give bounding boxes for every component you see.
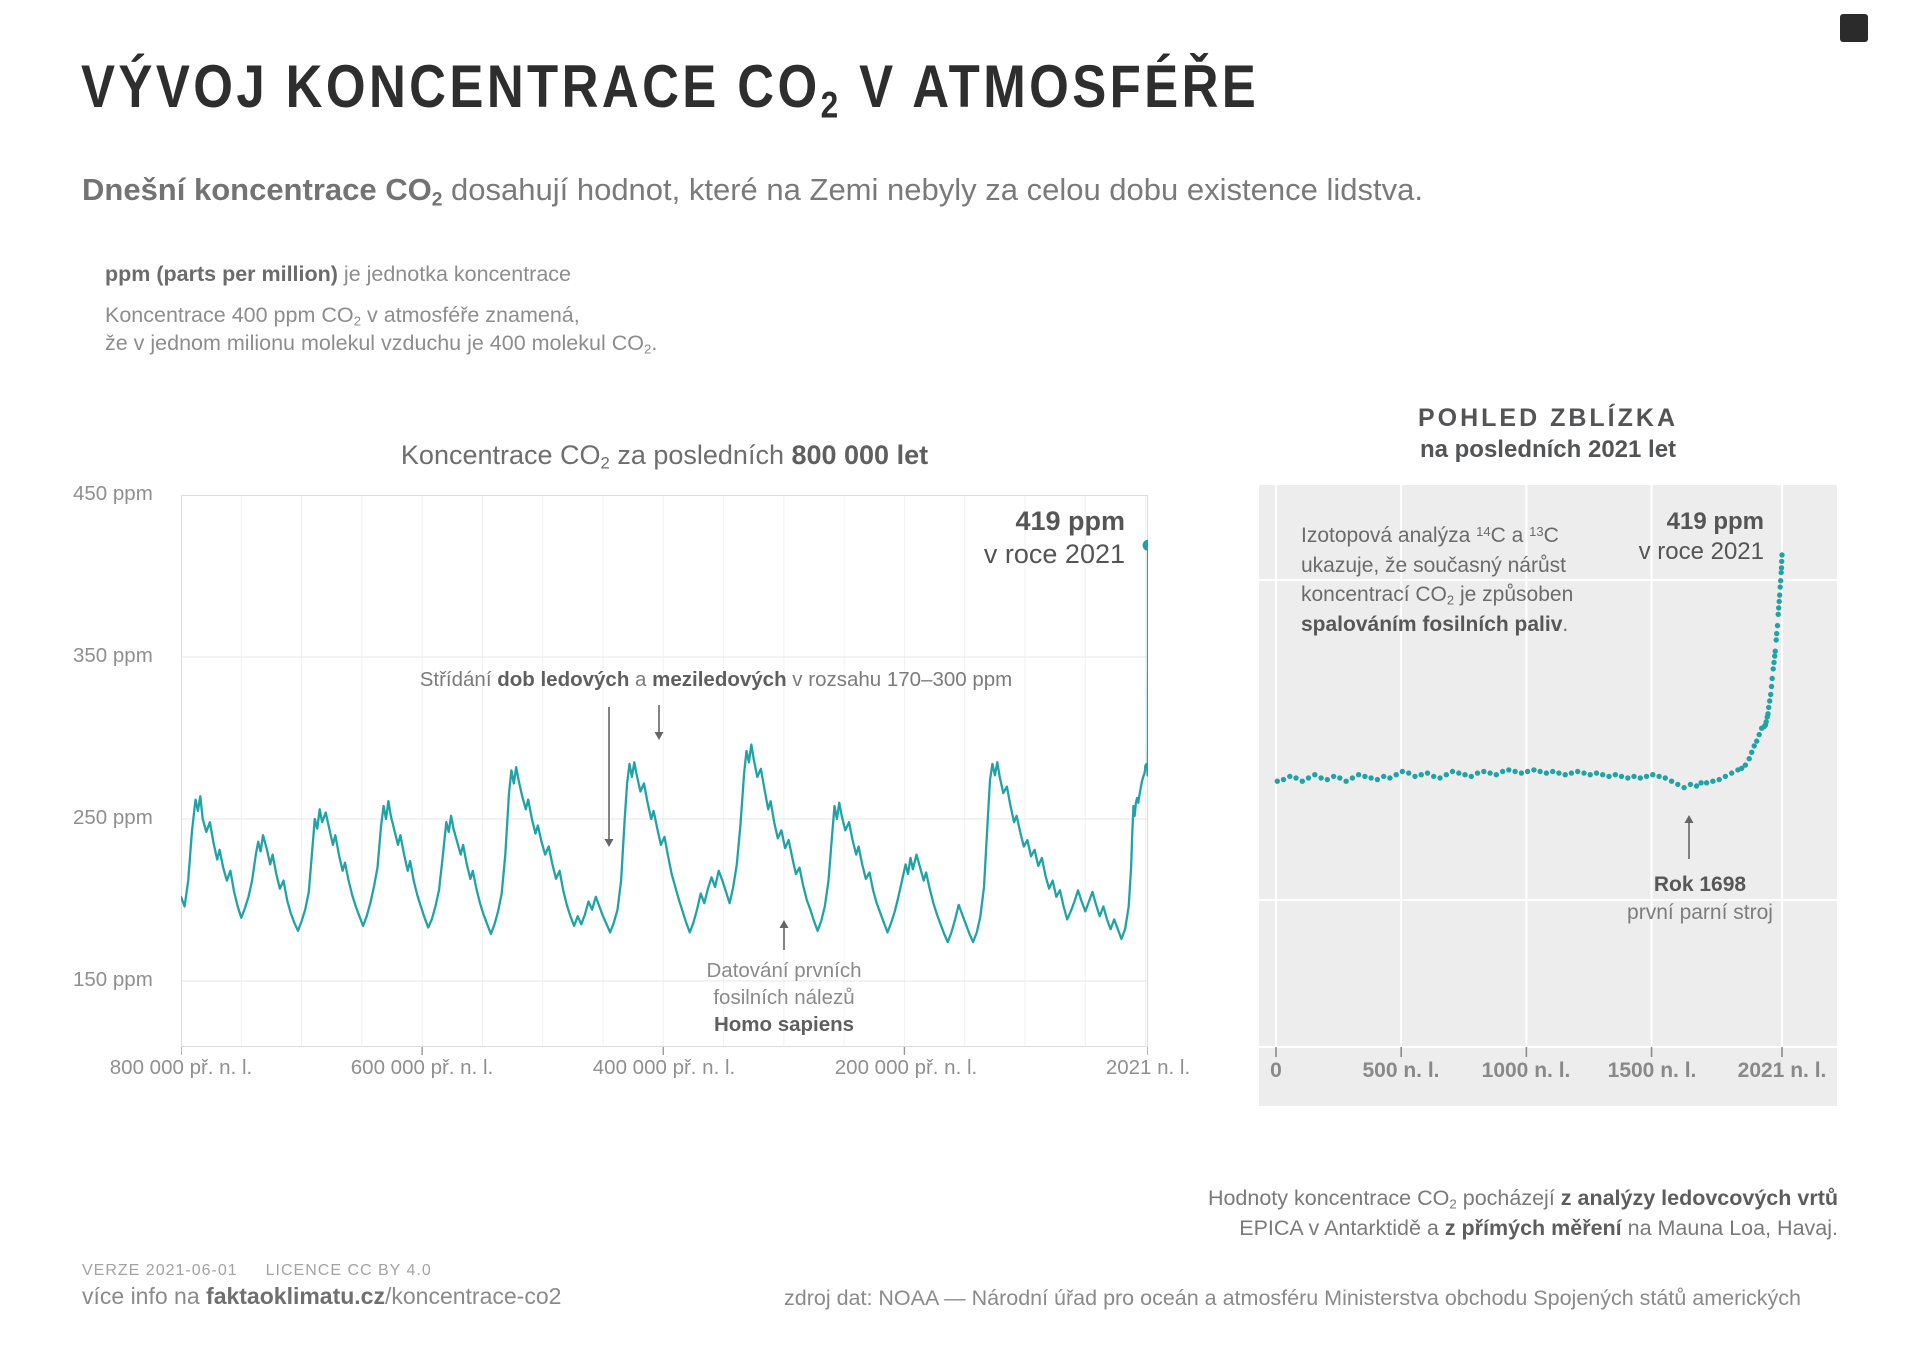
zoom-x-tick-500: 500 n. l.	[1362, 1059, 1440, 1082]
main-co2-line-chart	[181, 495, 1148, 1055]
main-peak-label: 419 ppm v roce 2021	[885, 505, 1125, 571]
zoom-x-tick-0: 0	[1270, 1059, 1282, 1082]
ppm-note-line2: že v jednom milionu molekul vzduchu je 4…	[105, 331, 658, 357]
y-axis-tick-350: 350 ppm	[73, 644, 153, 667]
y-axis-tick-450: 450 ppm	[73, 482, 153, 505]
zoom-peak-label: 419 ppm v roce 2021	[1638, 508, 1764, 565]
ppm-note-line1: Koncentrace 400 ppm CO2 v atmosféře znam…	[105, 303, 580, 329]
title-text-post: V ATMOSFÉŘE	[841, 53, 1260, 120]
more-info-link: více info na faktaoklimatu.cz/koncentrac…	[82, 1283, 562, 1309]
license-label: LICENCE CC BY 4.0	[265, 1262, 432, 1279]
logo-mark	[1840, 14, 1868, 42]
y-axis-tick-150: 150 ppm	[73, 968, 153, 991]
x-axis-tick-800k: 800 000 př. n. l.	[109, 1056, 253, 1079]
ppm-definition: ppm (parts per million) je jednotka konc…	[105, 262, 572, 286]
peak-value: 419 ppm	[1015, 506, 1125, 536]
subtitle: Dnešní koncentrace CO2 dosahují hodnot, …	[82, 172, 1423, 211]
page-title: VÝVOJ KONCENTRACE CO2 V ATMOSFÉŘE	[81, 52, 1260, 123]
title-subscript: 2	[820, 83, 842, 126]
zoom-x-tick-2021: 2021 n. l.	[1737, 1059, 1827, 1082]
x-axis-tick-400k: 400 000 př. n. l.	[592, 1056, 736, 1079]
peak-year: v roce 2021	[983, 539, 1125, 569]
zoom-x-tick-1000: 1000 n. l.	[1481, 1059, 1571, 1082]
homo-sapiens-annotation: Datování prvních fosilních nálezů Homo s…	[706, 959, 862, 1036]
x-axis-tick-200k: 200 000 př. n. l.	[834, 1056, 978, 1079]
x-axis-tick-600k: 600 000 př. n. l.	[350, 1056, 494, 1079]
title-text: VÝVOJ KONCENTRACE CO	[81, 53, 821, 120]
zoom-co2-scatter-chart	[1259, 485, 1837, 1057]
y-axis-tick-250: 250 ppm	[73, 806, 153, 829]
version-license: VERZE 2021-06-01 LICENCE CC BY 4.0	[82, 1262, 460, 1280]
main-chart-title: Koncentrace CO2 za posledních 800 000 le…	[400, 440, 929, 473]
zoom-chart-panel: Izotopová analýza 14C a 13C ukazuje, že …	[1259, 485, 1837, 1106]
data-source-note: Hodnoty koncentrace CO2 pocházejí z anal…	[1207, 1186, 1838, 1240]
isotope-analysis-note: Izotopová analýza 14C a 13C ukazuje, že …	[1301, 524, 1574, 636]
x-axis-tick-2021: 2021 n. l.	[1105, 1056, 1191, 1079]
steam-engine-annotation: Rok 1698 první parní stroj	[1627, 873, 1773, 924]
zoom-x-tick-1500: 1500 n. l.	[1607, 1059, 1697, 1082]
zoom-chart-title: POHLED ZBLÍZKA na posledních 2021 let	[1417, 404, 1679, 463]
version-label: VERZE 2021-06-01	[82, 1262, 238, 1279]
data-source-line: zdroj dat: NOAA — Národní úřad pro oceán…	[784, 1286, 1801, 1310]
glacial-cycles-annotation: Střídání dob ledových a meziledových v r…	[419, 668, 1013, 691]
